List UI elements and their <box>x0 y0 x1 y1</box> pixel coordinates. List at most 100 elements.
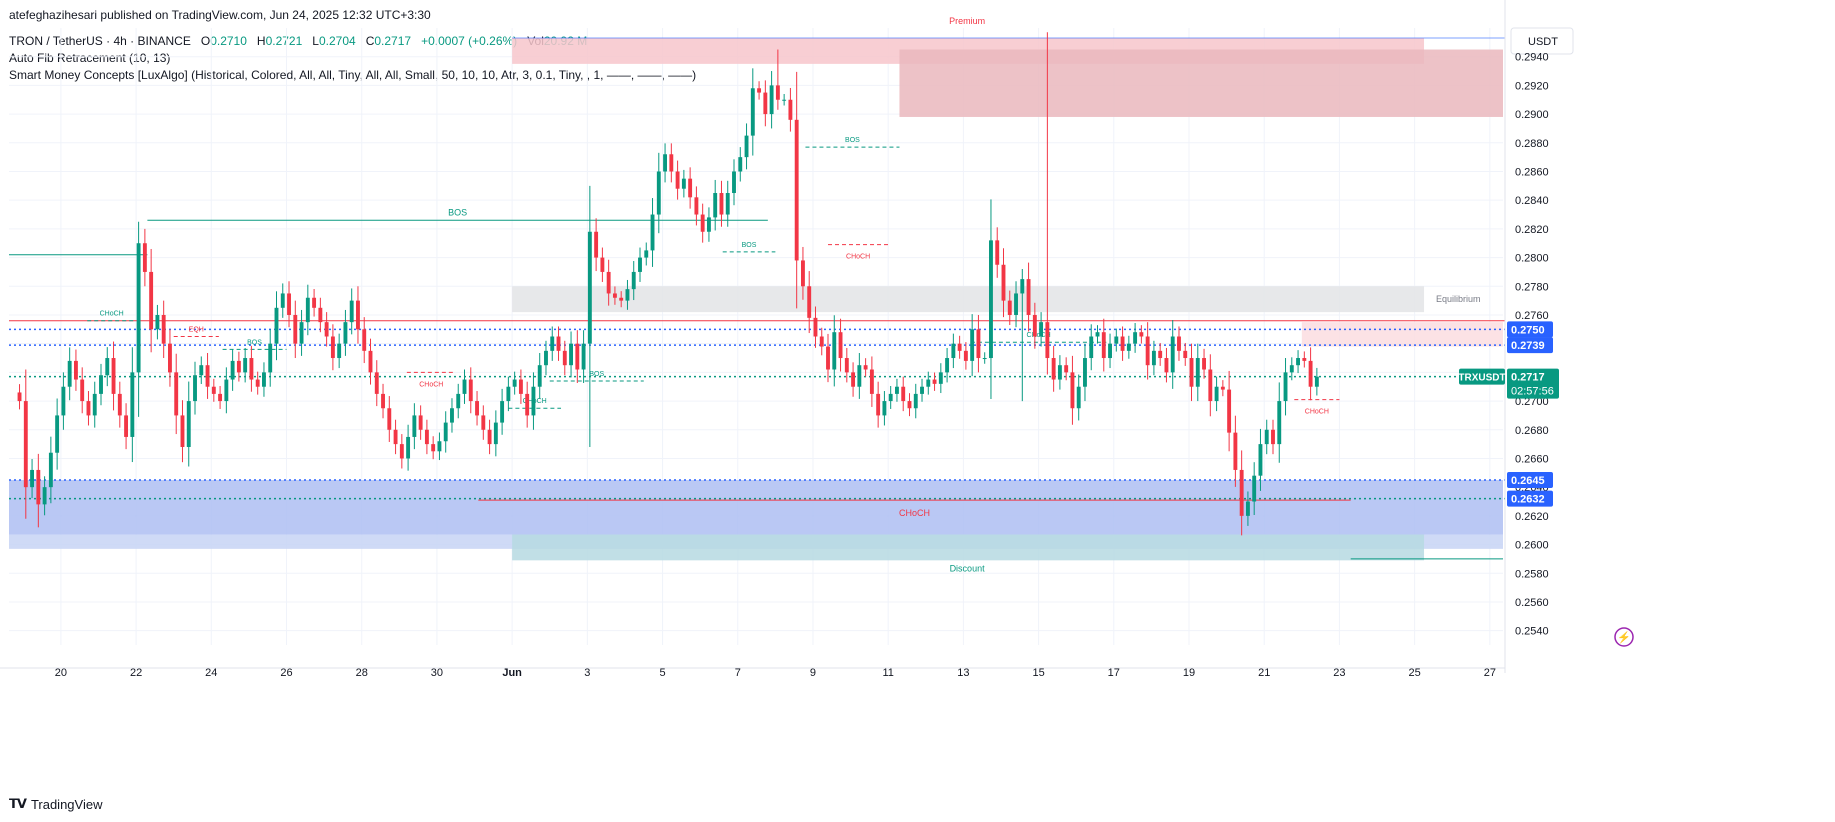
candle-body <box>1108 343 1112 359</box>
candle-body <box>324 322 329 337</box>
x-tick-label: 24 <box>205 667 217 679</box>
candle-body <box>813 317 818 337</box>
candle-body <box>876 393 881 416</box>
zone-box <box>9 479 1503 535</box>
candle-body <box>807 286 812 318</box>
candle-body <box>337 343 342 359</box>
x-tick-label: 22 <box>130 667 142 679</box>
candle-body <box>963 350 968 361</box>
candle-body <box>1139 332 1144 337</box>
currency-button <box>1510 27 1574 55</box>
candle-body <box>399 444 404 459</box>
candle-body <box>857 365 862 387</box>
candle-body <box>236 360 241 373</box>
candle-body <box>525 393 530 416</box>
candle-body <box>688 178 693 198</box>
candle-body <box>1245 501 1250 516</box>
axis-price-tag <box>1507 337 1553 354</box>
structure-label: CHoCH <box>846 254 870 261</box>
high-value: 0.2721 <box>265 34 303 48</box>
y-tick-label: 0.2680 <box>1515 425 1549 437</box>
symbol-name[interactable]: TRON / TetherUS · 4h · BINANCE <box>9 34 191 48</box>
y-tick-label: 0.2920 <box>1515 80 1549 92</box>
candle-body <box>67 360 72 387</box>
lightning-glyph-icon: ⚡ <box>1617 631 1631 644</box>
zone-label: Premium <box>949 16 985 26</box>
candle-body <box>318 307 323 323</box>
candle-body <box>481 415 486 430</box>
candle-body <box>168 343 172 373</box>
countdown-text: 02:57:56 <box>1511 386 1554 398</box>
candle-body <box>907 401 912 409</box>
candle-body <box>512 379 517 387</box>
current-price-tag <box>1507 368 1559 399</box>
candle-body <box>581 343 586 370</box>
y-tick-label: 0.2780 <box>1515 281 1549 293</box>
candle-body <box>587 231 592 344</box>
x-tick-label: 28 <box>356 667 368 679</box>
candle-body <box>782 99 787 101</box>
candle-body <box>1177 336 1181 351</box>
candle-body <box>982 358 987 360</box>
candle-body <box>174 372 179 416</box>
candle-body <box>1133 332 1138 344</box>
tradingview-logo[interactable]: 𝗧𝗩 TradingView <box>9 796 102 812</box>
open-value: 0.2710 <box>210 34 247 48</box>
candle-body <box>487 429 492 445</box>
candle-body <box>951 343 956 359</box>
candle-body <box>262 372 266 387</box>
candle-body <box>1145 336 1150 366</box>
candle-body <box>706 217 711 232</box>
candle-body <box>1007 300 1012 315</box>
candle-body <box>124 415 129 437</box>
candle-body <box>1076 386 1081 409</box>
candle-body <box>656 171 661 215</box>
candles-layer <box>17 32 1319 536</box>
axis-price-text: 0.2632 <box>1511 494 1545 506</box>
candle-body <box>1051 358 1056 380</box>
candle-body <box>713 193 718 218</box>
candle-body <box>819 336 824 347</box>
candle-body <box>249 358 254 380</box>
current-price-text: 0.2717 <box>1511 372 1545 384</box>
candle-body <box>330 336 335 359</box>
indicator-fib[interactable]: Auto Fib Retracement (10, 13) <box>9 51 171 65</box>
candle-body <box>957 343 962 351</box>
candle-body <box>1057 365 1062 380</box>
candle-body <box>356 300 360 330</box>
indicator-smc[interactable]: Smart Money Concepts [LuxAlgo] (Historic… <box>9 68 697 82</box>
y-tick-label: 0.2700 <box>1515 396 1549 408</box>
candle-body <box>418 415 423 430</box>
candle-body <box>155 314 160 330</box>
candle-body <box>1214 386 1219 402</box>
y-tick-label: 0.2600 <box>1515 540 1549 552</box>
candle-body <box>1189 358 1194 387</box>
x-tick-label: 13 <box>957 667 969 679</box>
x-tick-label: 20 <box>55 667 67 679</box>
candle-body <box>1039 322 1044 337</box>
candle-body <box>186 401 191 447</box>
zone-box <box>512 286 1425 313</box>
candle-body <box>199 365 204 376</box>
x-tick-label: Jun <box>502 667 522 679</box>
candle-body <box>619 297 624 301</box>
structure-label: BOS <box>742 242 757 249</box>
candle-body <box>1202 358 1206 370</box>
axis-price-tag <box>1507 321 1553 338</box>
axes-layer: USDT0.25400.25600.25800.26000.26200.2640… <box>0 0 1574 679</box>
candle-body <box>863 365 868 370</box>
candle-body <box>644 250 649 258</box>
candle-body <box>1120 336 1125 351</box>
structure-label: EQH <box>189 327 204 334</box>
candle-body <box>888 393 893 402</box>
candle-body <box>136 243 141 373</box>
candle-body <box>1020 279 1025 294</box>
candle-body <box>1032 314 1037 337</box>
structure-label: CHoCH <box>1305 409 1329 416</box>
candle-body <box>493 422 498 445</box>
x-tick-label: 26 <box>280 667 292 679</box>
structure-label: BOS <box>448 207 467 217</box>
candle-body <box>989 240 993 359</box>
candle-body <box>631 271 636 290</box>
